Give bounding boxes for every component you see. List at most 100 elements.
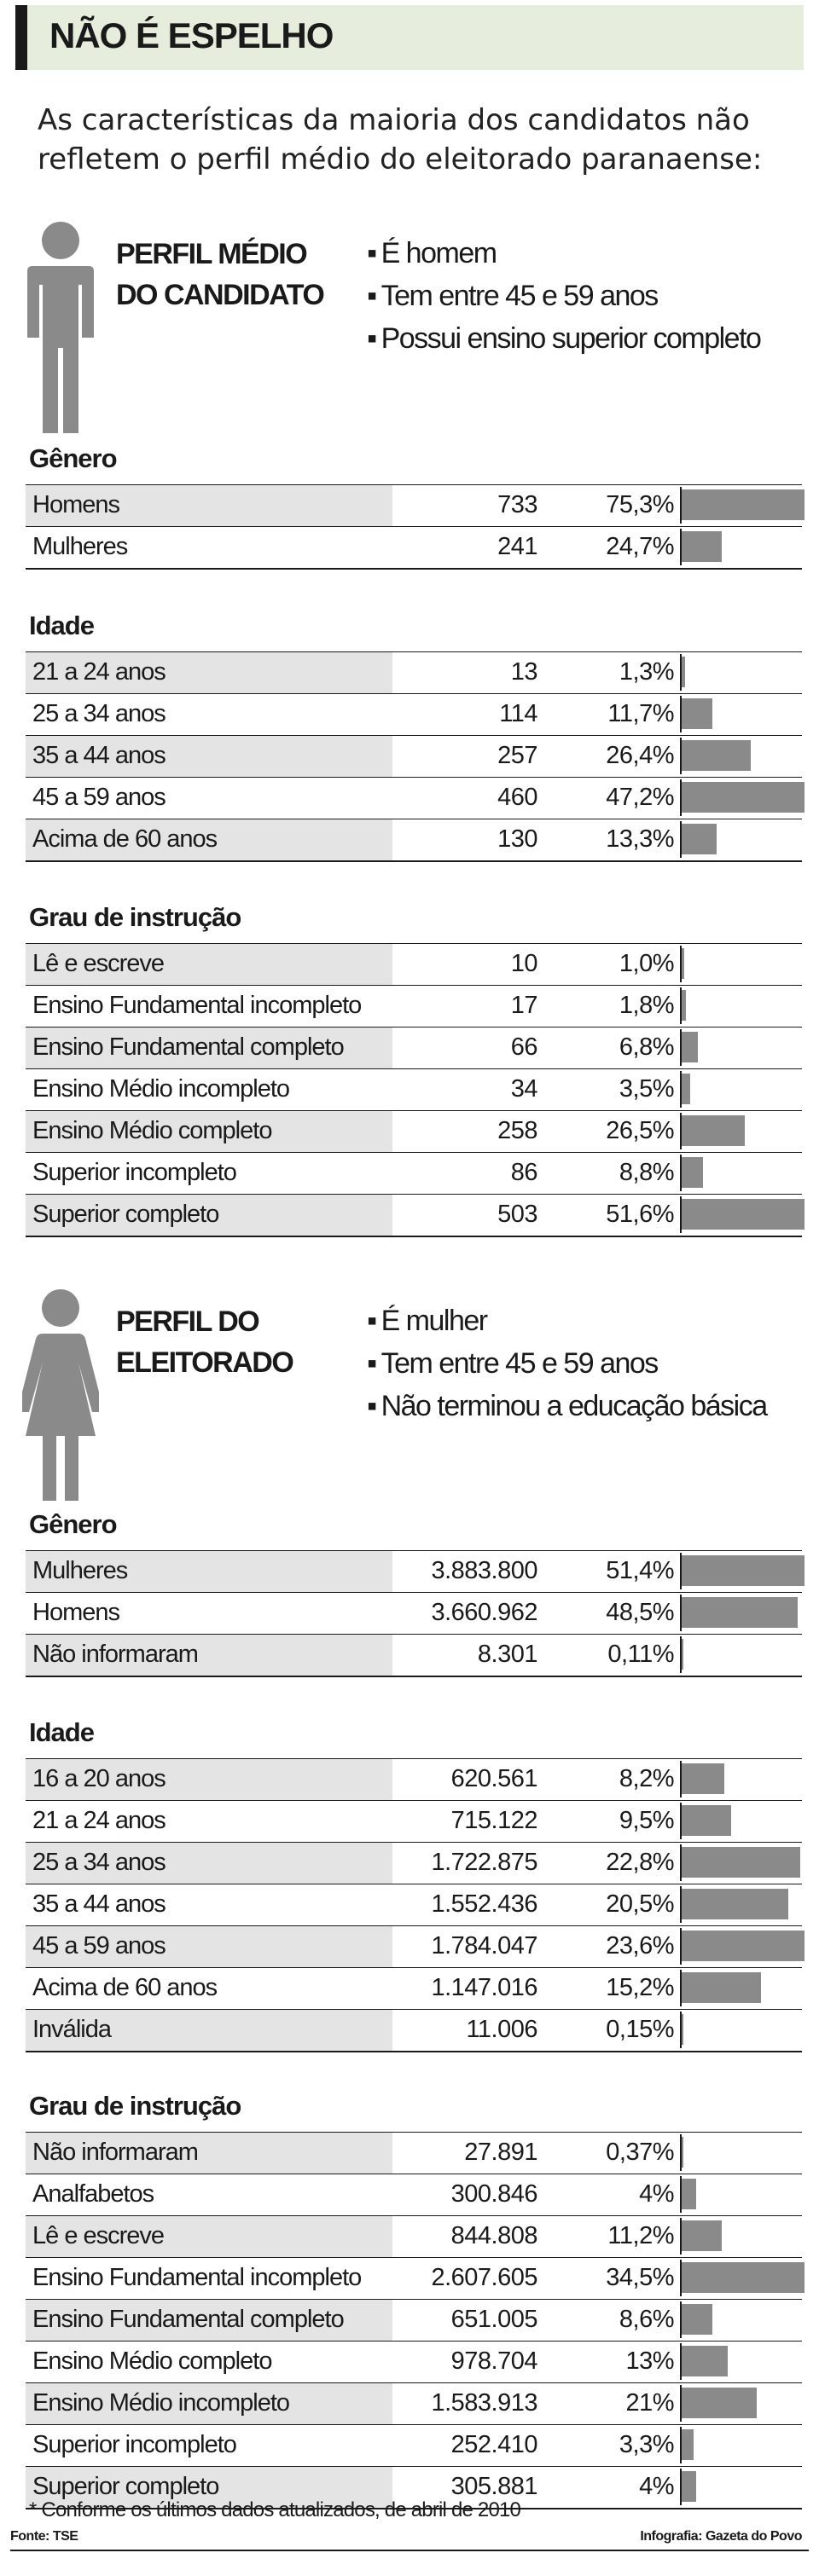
count-value: 460 [497, 784, 537, 811]
candidate-age-table: 21 a 24 anos 13 1,3% 25 a 34 anos 114 11,7% 35… [26, 651, 805, 862]
percent-value: 11,7% [607, 700, 674, 727]
bar [682, 1639, 683, 1670]
count-value: 733 [497, 491, 537, 518]
category-label: Mulheres [26, 1551, 392, 1592]
category-label: Ensino Médio incompleto [32, 1075, 290, 1103]
bar-cell [680, 1029, 805, 1066]
voter-trait: É mulher [367, 1300, 767, 1342]
bar-cell [680, 1970, 805, 2006]
category-label: Não informaram [26, 1635, 392, 1676]
count-value: 1.583.913 [431, 2389, 537, 2417]
count-value: 978.704 [450, 2347, 538, 2375]
category-label: Homens [32, 1599, 120, 1626]
bar [682, 740, 751, 771]
percent-value: 8,8% [619, 1159, 675, 1186]
bar-cell [680, 2427, 805, 2463]
table-row: Homens 3.660.962 48,5% [26, 1592, 802, 1634]
table-row: Ensino Médio incompleto 34 3,5% [26, 1068, 802, 1110]
table-row: Ensino Fundamental incompleto 17 1,8% [26, 985, 802, 1027]
table-row: Inválida 11.006 0,15% [26, 2009, 802, 2051]
percent-value: 22,8% [606, 1849, 674, 1876]
percent-value: 0,15% [606, 2016, 674, 2043]
count-value: 3.660.962 [431, 1599, 537, 1626]
table-row: Superior incompleto 252.410 3,3% [26, 2424, 802, 2466]
category-label: Superior completo [26, 2467, 392, 2508]
voter-traits: É mulher Tem entre 45 e 59 anos Não term… [367, 1300, 769, 1427]
voter-gender-table: Mulheres 3.883.800 51,4% Homens 3.660.962 48,… [26, 1550, 805, 1677]
voter-education-table: Não informaram 27.891 0,37% Analfabetos 300.… [26, 2132, 805, 2509]
category-label: Ensino Fundamental incompleto [32, 992, 362, 1019]
bar [682, 657, 685, 687]
table-row: Analfabetos 300.846 4% [26, 2174, 802, 2215]
bar [682, 2137, 683, 2168]
percent-value: 1,0% [619, 950, 675, 977]
count-value: 1.722.875 [431, 1849, 537, 1876]
bar [682, 1931, 804, 1961]
candidate-gender-table: Homens 733 75,3% Mulheres 241 24,7% [26, 484, 804, 570]
bar [682, 531, 723, 562]
bar [682, 1074, 690, 1104]
bar-cell [680, 2260, 805, 2296]
percent-value: 13% [625, 2347, 674, 2375]
bar [682, 2429, 694, 2460]
table-row: 21 a 24 anos 13 1,3% [26, 651, 802, 693]
table-row: 25 a 34 anos 114 11,7% [26, 693, 802, 735]
count-value: 3.883.800 [431, 1557, 537, 1584]
category-label: Lê e escreve [26, 944, 392, 985]
table-row: Ensino Fundamental incompleto 2.607.605 34… [26, 2257, 805, 2299]
category-label: Não informaram [26, 2133, 392, 2174]
category-label: Ensino Médio incompleto [26, 2383, 392, 2424]
count-value: 305.881 [450, 2473, 538, 2500]
percent-value: 24,7% [606, 533, 674, 560]
source: Fonte: TSE [10, 2529, 78, 2544]
bar-cell [680, 1636, 805, 1673]
candidate-trait: Tem entre 45 e 59 anos [367, 275, 760, 317]
bar-cell [680, 987, 805, 1024]
table-row: Acima de 60 anos 130 13,3% [26, 819, 802, 860]
count-value: 715.122 [450, 1807, 538, 1834]
percent-value: 8,6% [619, 2306, 675, 2333]
bar [682, 1597, 798, 1628]
voter-age-table: 16 a 20 anos 620.561 8,2% 21 a 24 anos 715.1… [26, 1758, 805, 2052]
count-value: 130 [497, 825, 537, 853]
percent-value: 0,11% [607, 1641, 674, 1668]
section-title-voter-education: Grau de instrução [29, 2091, 241, 2121]
category-label: Acima de 60 anos [32, 1974, 218, 2001]
category-label: 21 a 24 anos [32, 1807, 166, 1834]
count-value: 10 [510, 950, 538, 977]
candidate-trait: Possui ensino superior completo [367, 317, 762, 360]
footnote: * Conforme os últimos dados atualizados,… [29, 2498, 521, 2521]
footer-rule [10, 2550, 809, 2551]
table-row: Mulheres 241 24,7% [26, 526, 802, 568]
table-row: 45 a 59 anos 1.784.047 23,6% [26, 1925, 804, 1967]
table-row: Acima de 60 anos 1.147.016 15,2% [26, 1967, 802, 2009]
bar [682, 2220, 722, 2251]
bar-cell [680, 1113, 805, 1149]
percent-value: 9,5% [619, 1807, 675, 1834]
male-figure-icon [27, 222, 94, 433]
bar-cell [680, 1071, 805, 1108]
candidate-trait: É homem [367, 232, 760, 275]
percent-value: 1,3% [619, 658, 675, 686]
percent-value: 6,8% [619, 1033, 675, 1061]
candidate-profile: PERFIL MÉDIO DO CANDIDATO É homem Tem en… [0, 220, 819, 442]
title-bar: NÃO É ESPELHO [15, 5, 804, 70]
percent-value: 3,3% [619, 2431, 675, 2458]
section-title-voter-age: Idade [29, 1717, 95, 1747]
bar [682, 1805, 731, 1836]
bar-cell [680, 1886, 805, 1923]
percent-value: 51,4% [606, 1557, 674, 1584]
bar-cell [680, 2218, 805, 2255]
table-row: 35 a 44 anos 257 26,4% [26, 735, 802, 777]
count-value: 258 [497, 1117, 537, 1144]
bar [682, 1555, 804, 1586]
percent-value: 47,2% [606, 784, 674, 811]
bar [682, 824, 717, 854]
count-value: 651.005 [450, 2306, 538, 2333]
bar-cell [680, 1553, 805, 1589]
bar-cell [680, 779, 805, 816]
category-label: Ensino Fundamental completo [26, 1028, 392, 1068]
bar-cell [680, 2012, 805, 2048]
bar-cell [680, 1761, 805, 1797]
candidate-traits: É homem Tem entre 45 e 59 anos Possui en… [367, 232, 762, 360]
